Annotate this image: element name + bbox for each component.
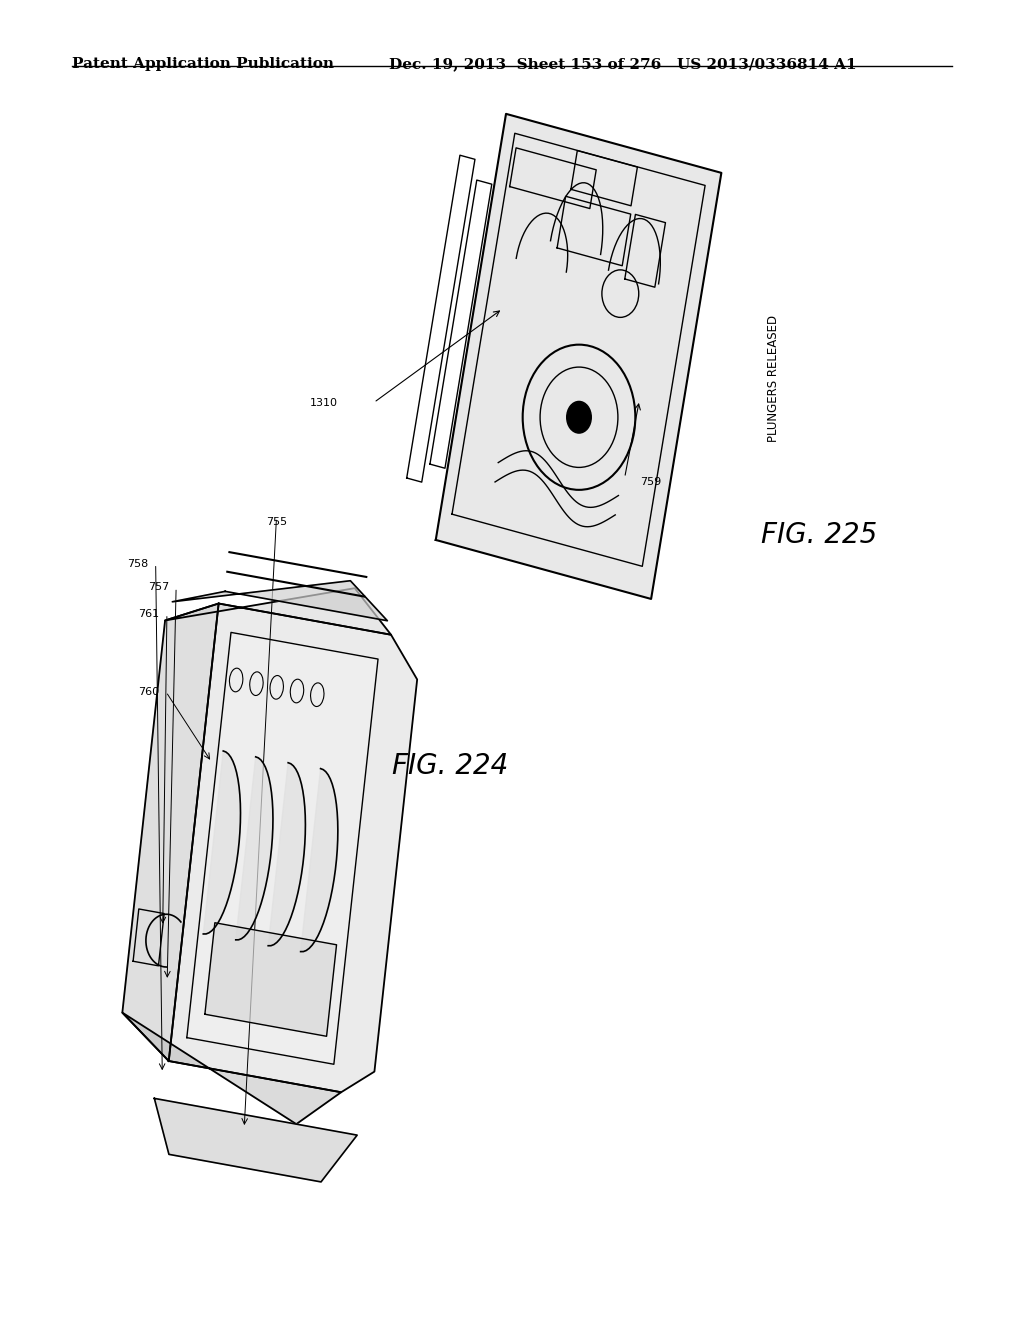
Polygon shape: [301, 768, 338, 952]
Text: 761: 761: [137, 609, 159, 619]
Polygon shape: [205, 923, 337, 1036]
Polygon shape: [155, 1098, 357, 1181]
Text: FIG. 224: FIG. 224: [392, 751, 509, 780]
Circle shape: [566, 401, 591, 433]
Text: 759: 759: [640, 477, 662, 487]
Text: 757: 757: [147, 582, 169, 593]
Polygon shape: [122, 1012, 341, 1125]
Polygon shape: [186, 632, 378, 1064]
Text: 755: 755: [266, 517, 287, 528]
Text: 1310: 1310: [310, 397, 338, 408]
Text: FIG. 225: FIG. 225: [761, 520, 878, 549]
Polygon shape: [122, 603, 219, 1061]
Text: Dec. 19, 2013  Sheet 153 of 276   US 2013/0336814 A1: Dec. 19, 2013 Sheet 153 of 276 US 2013/0…: [389, 57, 857, 71]
Polygon shape: [236, 756, 273, 940]
Text: 760: 760: [137, 686, 159, 697]
Polygon shape: [268, 763, 305, 945]
Polygon shape: [165, 589, 391, 635]
Polygon shape: [204, 751, 241, 935]
Polygon shape: [172, 581, 387, 620]
Polygon shape: [169, 603, 417, 1092]
Text: PLUNGERS RELEASED: PLUNGERS RELEASED: [767, 315, 779, 442]
Text: Patent Application Publication: Patent Application Publication: [72, 57, 334, 71]
Text: 758: 758: [127, 558, 148, 569]
Polygon shape: [436, 114, 721, 599]
